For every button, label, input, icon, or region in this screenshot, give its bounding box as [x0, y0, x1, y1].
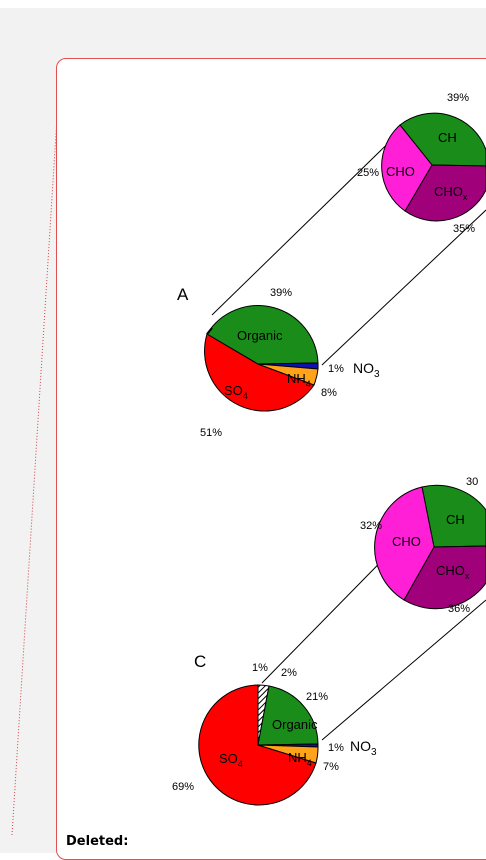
connector-a-top [211, 119, 413, 316]
pie-a-sub-ch-pct: 39% [447, 92, 469, 104]
pie-c-slice-so4 [198, 684, 317, 806]
deleted-label: Deleted: [66, 834, 129, 849]
pie-a-slice-so4 [204, 333, 315, 412]
pie-a-main [204, 305, 319, 412]
pie-a-slice-nh4 [257, 363, 319, 386]
pie-a-sub-slice-chox [404, 164, 486, 222]
pie-c-sub-ch-pct: 30 [466, 476, 478, 488]
pie-a-so4-label: SO4 [224, 383, 248, 401]
pie-c-sub-chox-pct: 36% [448, 603, 470, 615]
pie-a-nh4-label: NH4 [287, 371, 311, 389]
pie-a-sub-cho-label: CHO [386, 164, 415, 179]
pie-c-nh4-label: NH4 [288, 750, 312, 768]
pie-c-slice-nh4 [257, 744, 319, 764]
pie-a-sub-cho-pct: 25% [357, 167, 379, 179]
pie-c-main [198, 684, 319, 806]
pie-c-no3-pct: 1% [328, 742, 344, 754]
pie-a-sub-chox-pct: 35% [453, 223, 475, 235]
pie-c-sub [374, 484, 486, 610]
connector-a-bottom [321, 209, 486, 366]
pie-c-sub-ch-label: CH [446, 512, 465, 527]
pie-a-organic-label: Organic [237, 328, 283, 343]
pie-a-no3-pct: 1% [328, 363, 344, 375]
pie-a-so4-pct: 51% [200, 427, 222, 439]
pie-a-sub-slice-cho [381, 124, 433, 212]
pie-c-sub-chox-label: CHOx [436, 563, 470, 581]
pie-c-organic-label: Organic [272, 717, 318, 732]
pie-a-nh4-pct: 8% [321, 387, 337, 399]
pie-c-slice-organic [257, 685, 319, 746]
pie-a-sub-chox-label: CHOx [434, 184, 468, 202]
pie-a-slice-organic [206, 305, 319, 365]
pie-a-no3-label: NO3 [353, 360, 380, 380]
panel-c-letter: C [194, 652, 206, 671]
pie-c-hatched-1-pct: 1% [252, 662, 268, 674]
pie-c-hatched-2-pct: 2% [281, 667, 297, 679]
pie-c-so4-label: SO4 [219, 751, 243, 769]
pie-c-sub-slice-chox [403, 545, 486, 610]
panel-a-letter: A [177, 285, 189, 304]
pie-a-sub-ch-label: CH [438, 130, 457, 145]
pie-a-organic-pct: 39% [270, 287, 292, 299]
pie-c-sub-slice-cho [374, 486, 435, 601]
pie-c-sub-cho-pct: 32% [360, 520, 382, 532]
pie-c-no3-label: NO3 [350, 738, 377, 758]
pie-a-sub [381, 112, 486, 222]
pie-c-organic-pct: 21% [306, 691, 328, 703]
pie-c-so4-pct: 69% [172, 781, 194, 793]
pie-c-sub-cho-label: CHO [392, 534, 421, 549]
pie-a-sub-slice-ch [399, 112, 486, 167]
connector-c-bottom [321, 599, 486, 741]
pie-c-nh4-pct: 7% [323, 761, 339, 773]
